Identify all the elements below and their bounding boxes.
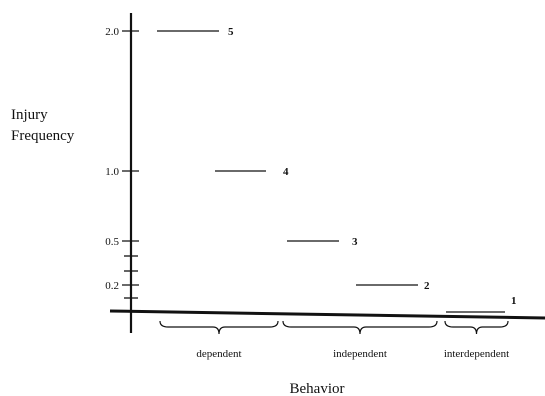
data-label: 4 (283, 166, 289, 178)
data-label: 1 (511, 295, 517, 307)
x-axis (109, 309, 545, 320)
x-axis-title: Behavior (290, 381, 345, 396)
group-label: dependent (196, 348, 241, 360)
group-label: interdependent (444, 348, 509, 360)
y-ticks: 2.0 1.0 0.5 0.2 (105, 26, 139, 299)
group-brace (159, 320, 279, 335)
y-tick-label: 0.2 (105, 280, 119, 292)
group-brace (444, 320, 509, 335)
behavior-groups: dependent independent interdependent (159, 320, 509, 360)
group-label: independent (333, 348, 387, 360)
data-label: 3 (352, 236, 358, 248)
y-tick-label: 0.5 (105, 236, 119, 248)
data-marks: 5 4 3 2 1 (157, 26, 517, 313)
group-brace (282, 320, 438, 335)
y-tick-label: 2.0 (105, 26, 119, 38)
data-label: 2 (424, 280, 430, 292)
data-label: 5 (228, 26, 234, 38)
y-axis-title-line-1: Injury (11, 107, 48, 123)
y-axis-title-line-2: Frequency (11, 128, 75, 144)
y-tick-label: 1.0 (105, 166, 119, 178)
